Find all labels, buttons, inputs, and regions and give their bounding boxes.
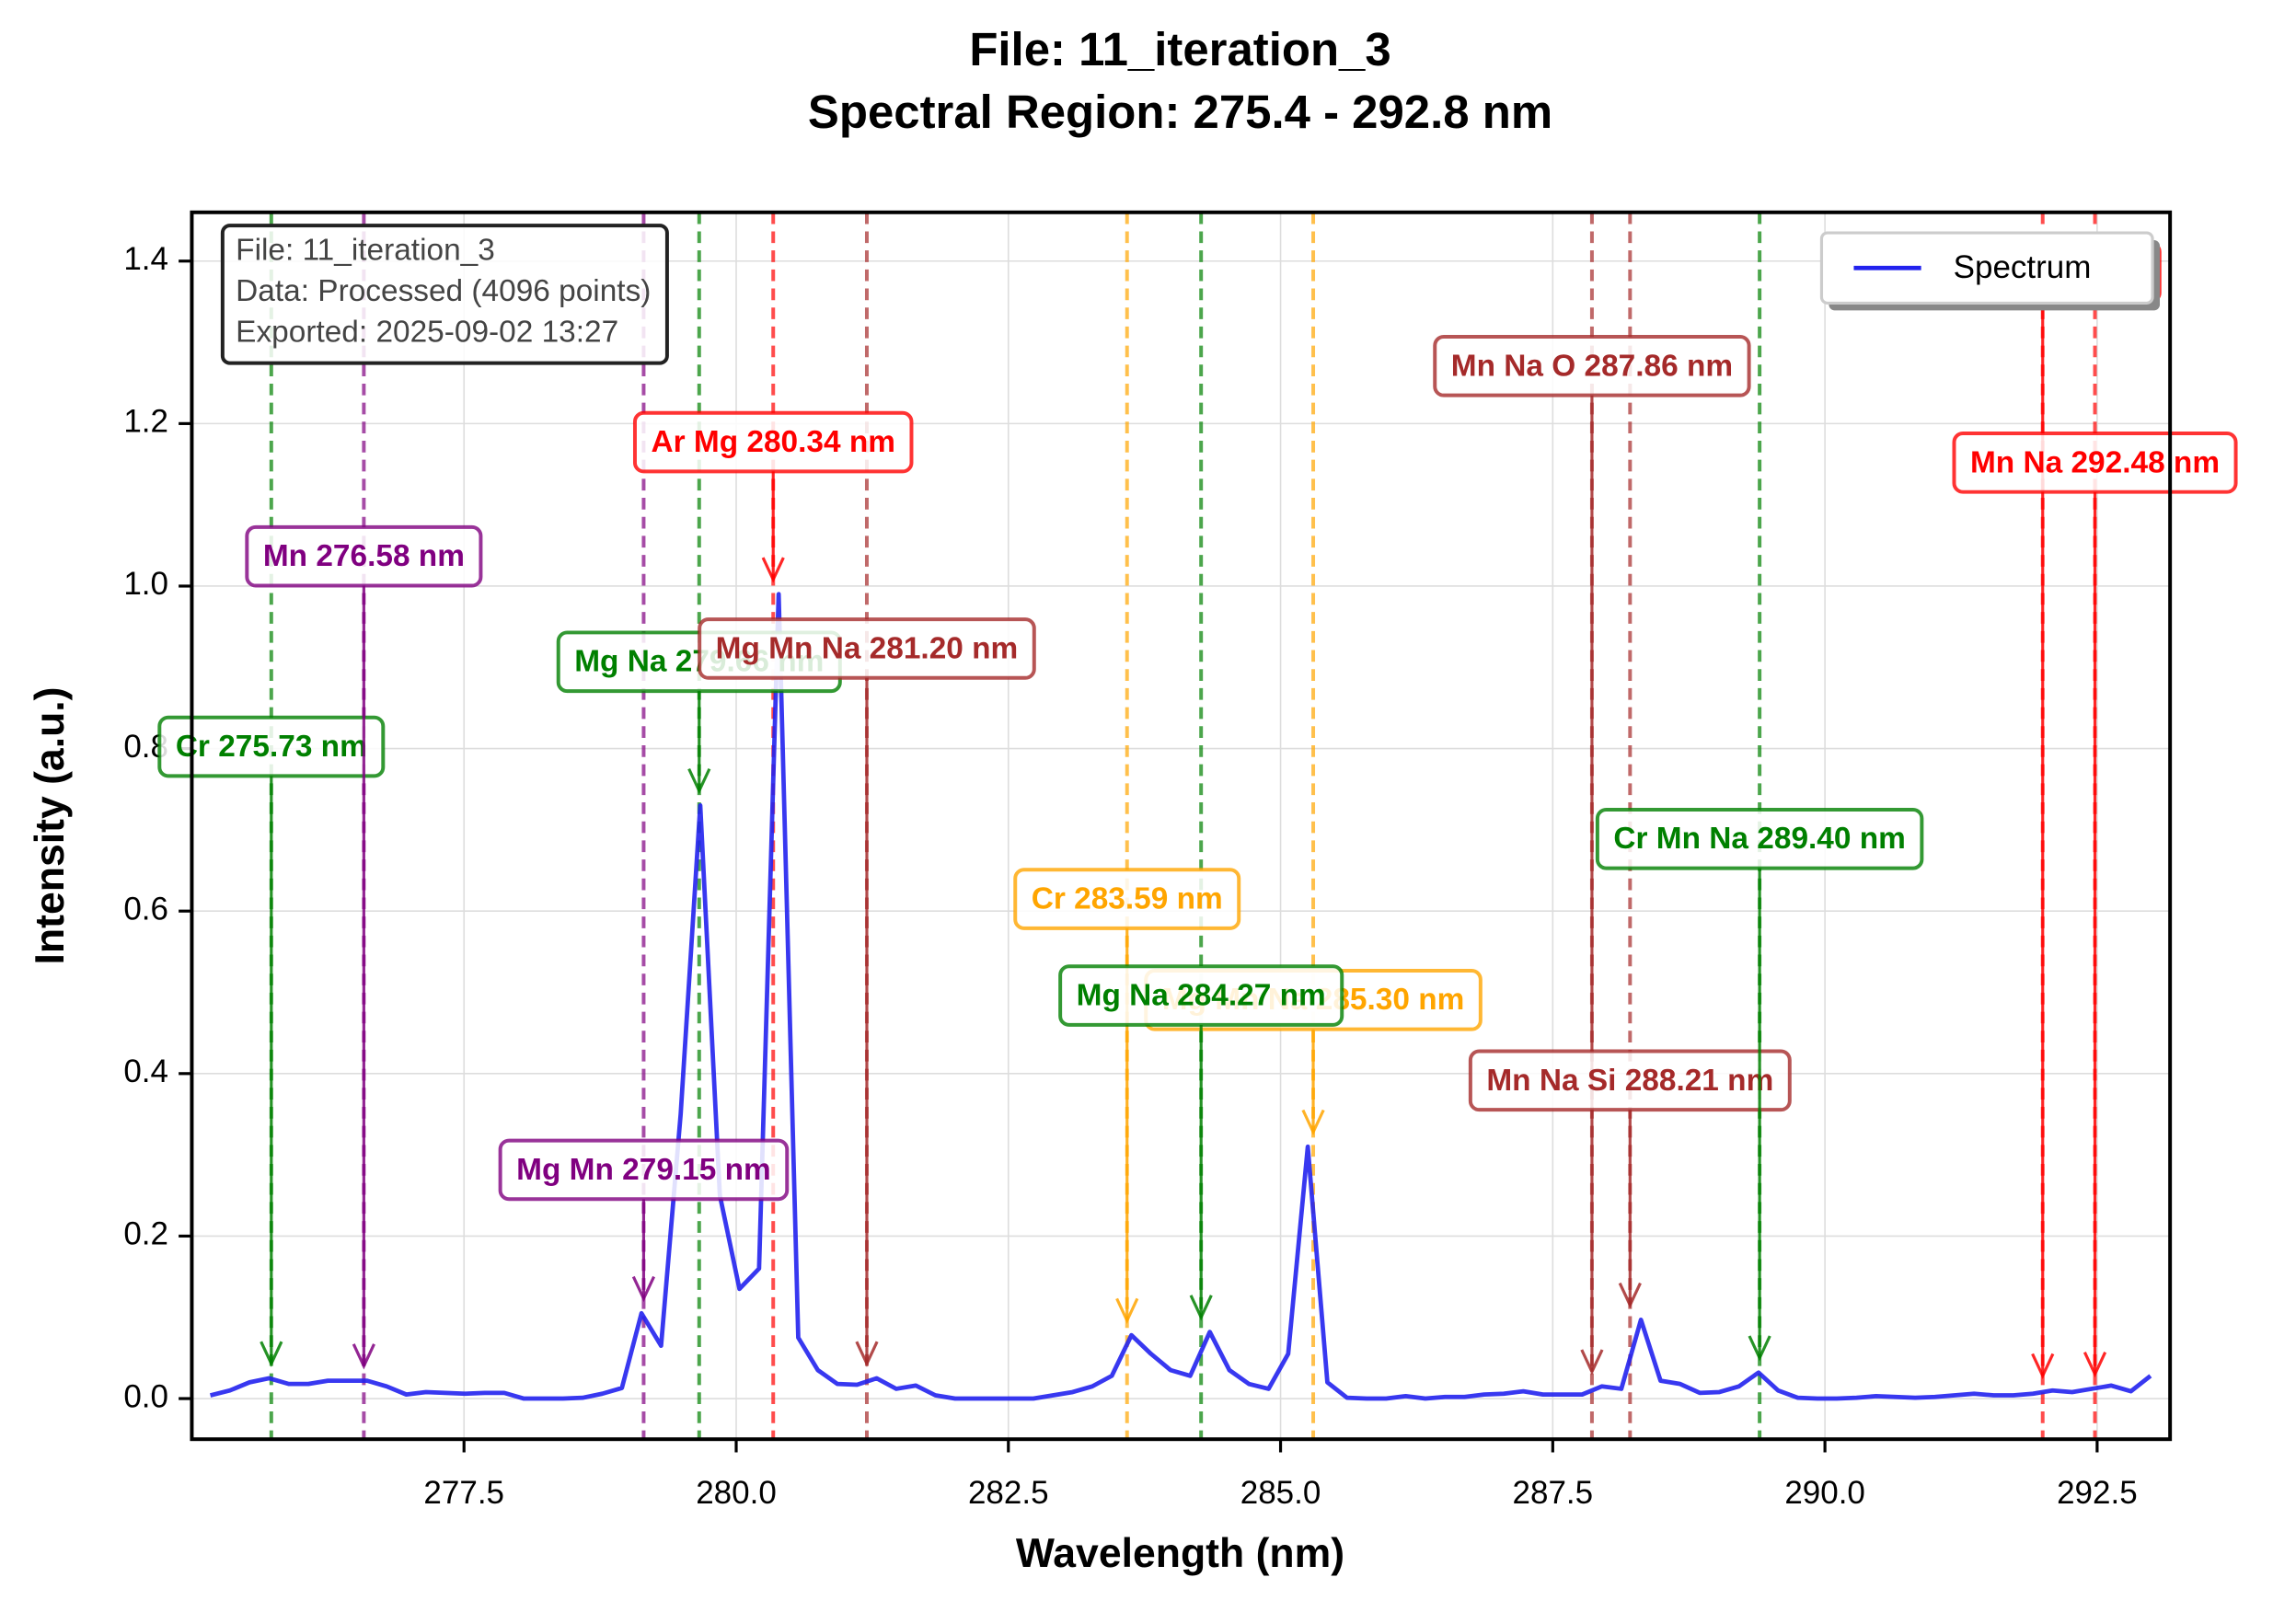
arrow-head: [1115, 1297, 1139, 1325]
annotation-label: Mn Na Si 288.21 nm: [1486, 1064, 1773, 1098]
arrow-head: [761, 557, 785, 583]
info-line: Data: Processed (4096 points): [236, 274, 651, 308]
arrow-head: [1618, 1282, 1642, 1309]
info-box: File: 11_iteration_3 Data: Processed (409…: [220, 224, 669, 365]
x-tick-label: 285.0: [1240, 1475, 1321, 1511]
annotation-box: [245, 524, 483, 588]
annotation-box: [1468, 1049, 1792, 1112]
arrow-head: [1748, 1335, 1771, 1362]
info-box-frame: [220, 224, 669, 365]
y-tick-label: 0.2: [123, 1216, 168, 1252]
legend-label: Spectrum: [1954, 249, 2092, 285]
x-tick-label: 277.5: [423, 1475, 504, 1511]
x-tick-label: 282.5: [968, 1475, 1049, 1511]
chart-subtitle: Spectral Region: 275.4 - 292.8 nm: [808, 86, 1552, 138]
arrow-head: [855, 1341, 879, 1367]
annotation-box: [1013, 868, 1241, 930]
legend: Spectrum: [1819, 231, 2161, 311]
arrow-head: [2083, 1351, 2107, 1378]
arrow-head: [260, 1341, 283, 1367]
annotation: Mn 276.58 nm: [245, 524, 483, 1370]
annotation: Mn Na 292.48 nm: [1952, 432, 2238, 1378]
annotation-box: [698, 617, 1036, 680]
arrow-head: [1301, 1109, 1325, 1136]
y-tick-label: 1.0: [123, 566, 168, 602]
annotation-label: Mg Mn 279.15 nm: [516, 1153, 771, 1187]
annotation: Mn Na Si 288.21 nm: [1468, 1049, 1792, 1309]
y-tick-label: 0.0: [123, 1378, 168, 1414]
annotation-label: Cr 283.59 nm: [1032, 881, 1223, 915]
spectrum-line: [209, 592, 2152, 1401]
annotation: Cr 275.73 nm: [157, 715, 386, 1367]
y-axis-label: Intensity (a.u.): [28, 687, 73, 965]
annotation-label: Cr 275.73 nm: [176, 730, 367, 764]
annotation-box: [1595, 807, 1924, 870]
annotation-label: Mg Mn Na 281.20 nm: [716, 631, 1019, 665]
annotation-box: [1433, 335, 1751, 397]
annotation-label: Mg Na 284.27 nm: [1077, 978, 1326, 1012]
annotation: Ar Mg 280.34 nm: [632, 410, 914, 583]
annotation-box: [1952, 432, 2238, 494]
x-tick-label: 292.5: [2057, 1475, 2138, 1511]
x-tick-label: 287.5: [1513, 1475, 1594, 1511]
arrow-head: [1189, 1295, 1213, 1321]
arrow-head: [2031, 1353, 2055, 1380]
y-tick-label: 1.2: [123, 404, 168, 440]
legend-frame: [1819, 231, 2154, 305]
chart-title: File: 11_iteration_3: [969, 23, 1390, 75]
annotation-label: Cr Mn Na 289.40 nm: [1613, 822, 1905, 856]
annotation-label: Ar Mg 280.34 nm: [651, 425, 895, 459]
annotation: Cr 283.59 nm: [1013, 868, 1241, 1325]
x-tick-label: 280.0: [696, 1475, 777, 1511]
annotation-box: [498, 1138, 790, 1202]
x-axis-label: Wavelength (nm): [1016, 1531, 1344, 1576]
annotation-label: Mn Na 292.48 nm: [1970, 445, 2220, 479]
y-tick-label: 0.6: [123, 891, 168, 927]
arrow-head: [687, 767, 711, 795]
annotation-label: Mn Na O 287.86 nm: [1451, 349, 1733, 383]
annotation: Mg Mn 279.15 nm: [498, 1138, 790, 1303]
y-tick-label: 1.4: [123, 241, 168, 277]
info-line: File: 11_iteration_3: [236, 234, 495, 268]
x-tick-label: 290.0: [1784, 1475, 1865, 1511]
annotation-box: [157, 715, 386, 778]
arrow-head: [1580, 1349, 1604, 1376]
info-line: Exported: 2025-09-02 13:27: [236, 316, 618, 350]
annotation-box: [1058, 964, 1344, 1027]
annotation: Cr Mn Na 289.40 nm: [1595, 807, 1924, 1362]
axes-frame: [190, 210, 2173, 1442]
arrow-head: [631, 1275, 656, 1303]
annotation-label: Mn 276.58 nm: [263, 539, 465, 573]
y-tick-label: 0.4: [123, 1054, 168, 1089]
annotation: Mn Na O 287.86 nm: [1433, 335, 1751, 1376]
annotation: Mg Mn Na 281.20 nm: [698, 617, 1036, 1367]
arrow-head: [352, 1343, 375, 1370]
annotation-box: [632, 410, 914, 474]
annotation: Mg Na 284.27 nm: [1058, 964, 1344, 1321]
